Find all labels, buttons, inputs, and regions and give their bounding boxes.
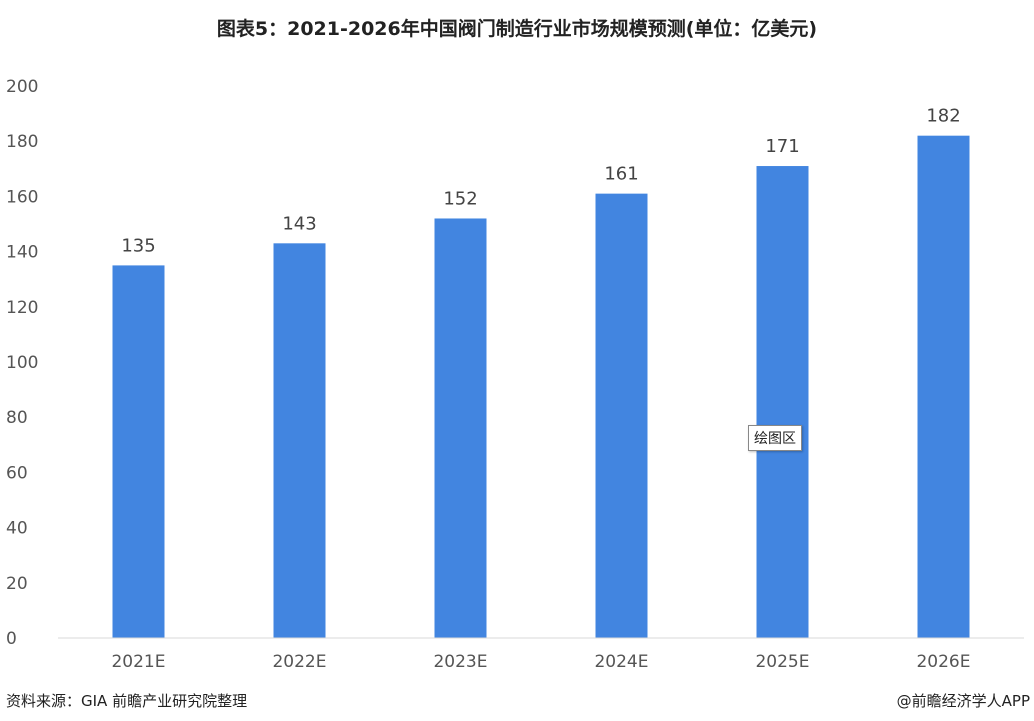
data-label-2021E: 135	[121, 235, 155, 256]
data-label-2026E: 182	[926, 106, 960, 127]
source-note: 资料来源：GIA 前瞻产业研究院整理	[6, 692, 248, 710]
x-tick-label-2022E: 2022E	[272, 652, 326, 672]
y-tick-label: 80	[6, 408, 28, 428]
x-tick-label-2024E: 2024E	[594, 652, 648, 672]
x-tick-label-2025E: 2025E	[755, 652, 809, 672]
x-axis: 2021E 2022E 2023E 2024E 2025E 2026E	[58, 637, 1024, 672]
bar-2021E	[112, 265, 165, 638]
data-label-2023E: 152	[443, 188, 477, 209]
bar-2023E	[434, 218, 487, 639]
bar-2024E	[595, 193, 648, 638]
y-tick-label: 60	[6, 463, 28, 483]
bar-2022E	[273, 243, 326, 638]
data-label-2025E: 171	[765, 136, 799, 157]
y-tick-label: 160	[6, 187, 38, 207]
y-tick-label: 20	[6, 574, 28, 594]
data-label-2022E: 143	[282, 213, 316, 234]
plot-area-tooltip: 绘图区	[748, 425, 802, 451]
y-axis: 0 20 40 60 80 100 120 140 160 180 200	[6, 77, 38, 649]
x-tick-label-2021E: 2021E	[111, 652, 165, 672]
x-tick-label-2026E: 2026E	[916, 652, 970, 672]
chart-title: 图表5：2021-2026年中国阀门制造行业市场规模预测(单位：亿美元)	[216, 18, 818, 40]
data-label-2024E: 161	[604, 164, 638, 185]
y-tick-label: 180	[6, 132, 38, 152]
bar-2026E	[917, 135, 970, 638]
x-tick-label-2023E: 2023E	[433, 652, 487, 672]
y-tick-label: 200	[6, 77, 38, 97]
bar-series: 135 143 152 161 171 182	[112, 106, 970, 639]
bar-2025E	[756, 166, 809, 639]
credit-note: @前瞻经济学人APP	[896, 692, 1030, 710]
y-tick-label: 100	[6, 353, 38, 373]
y-tick-label: 120	[6, 298, 38, 318]
y-tick-label: 0	[6, 629, 17, 649]
y-tick-label: 140	[6, 243, 38, 263]
y-tick-label: 40	[6, 519, 28, 539]
